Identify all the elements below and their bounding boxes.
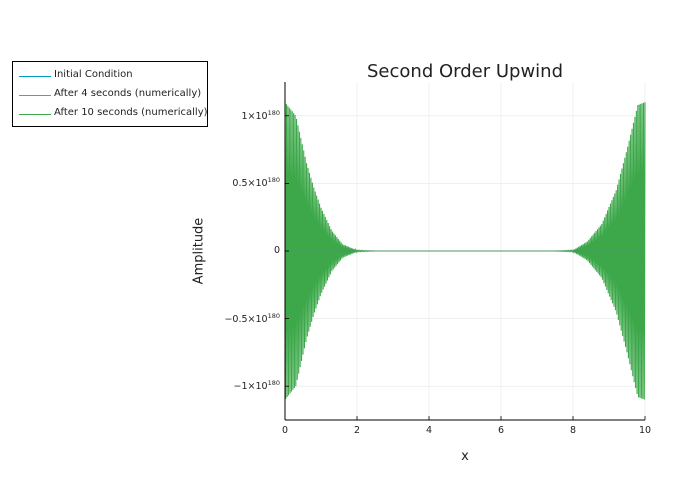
legend: Initial Condition After 4 seconds (numer… — [12, 61, 208, 127]
x-tick-label: 2 — [353, 425, 361, 436]
y-tick-label: 0 — [273, 244, 280, 256]
legend-swatch-4s — [19, 95, 51, 96]
legend-swatch-initial — [19, 76, 51, 77]
x-axis-label: x — [461, 449, 469, 464]
y-tick-label: −0.5×10180 — [224, 311, 280, 325]
y-axis-label: Amplitude — [191, 217, 207, 285]
legend-label-10s: After 10 seconds (numerically) — [54, 107, 208, 118]
series-layer — [284, 102, 646, 400]
legend-item-10s: After 10 seconds (numerically) — [13, 105, 208, 124]
x-tick-label: 0 — [281, 425, 289, 436]
x-tick-label: 8 — [569, 425, 577, 436]
x-tick-label: 10 — [638, 425, 652, 436]
axes — [284, 82, 646, 421]
legend-item-initial: Initial Condition — [13, 67, 207, 86]
legend-label-initial: Initial Condition — [54, 69, 133, 80]
legend-item-4s: After 4 seconds (numerically) — [13, 86, 207, 105]
y-tick-label: 0.5×10180 — [232, 176, 280, 190]
legend-label-4s: After 4 seconds (numerically) — [54, 88, 202, 99]
y-tick-label: −1×10180 — [233, 378, 280, 393]
chart-title: Second Order Upwind — [367, 61, 563, 82]
y-tick-label: 1×10180 — [241, 108, 280, 122]
legend-swatch-10s — [19, 114, 51, 115]
x-tick-label: 4 — [425, 425, 433, 436]
x-tick-label: 6 — [497, 425, 505, 436]
